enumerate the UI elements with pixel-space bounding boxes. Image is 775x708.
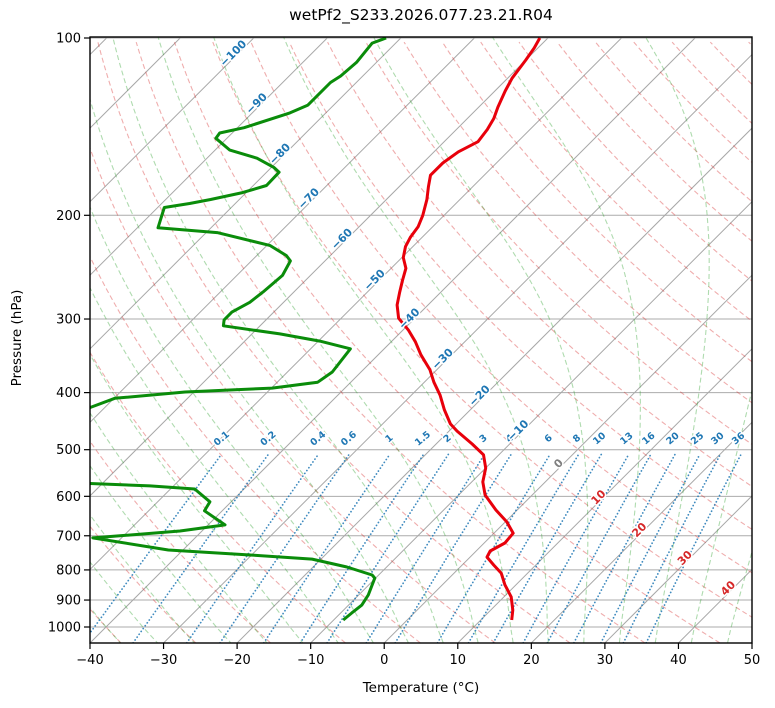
svg-text:−30: −30 [429,346,456,373]
mixing-ratio-labels: 0.1 0.2 0.4 0.6 1 1.5 2 3 4 6 8 10 13 16 20 25 30 36 [210,428,749,450]
svg-text:800: 800 [56,563,81,578]
svg-text:3: 3 [478,433,490,446]
dewpoint-curve [90,37,387,622]
svg-text:−30: −30 [150,653,177,668]
svg-text:10: 10 [591,430,608,447]
temperature-curve [395,37,542,621]
svg-text:20: 20 [523,653,540,668]
svg-text:30: 30 [709,430,726,447]
svg-text:300: 300 [56,313,81,328]
svg-text:−90: −90 [243,90,270,117]
svg-text:−20: −20 [466,382,493,409]
svg-text:−50: −50 [361,267,388,294]
svg-text:200: 200 [56,209,81,224]
svg-text:30: 30 [597,653,614,668]
svg-text:20: 20 [664,430,681,447]
svg-text:40: 40 [718,578,738,598]
y-axis-label: Pressure (hPa) [9,289,25,387]
svg-text:−60: −60 [329,226,356,253]
svg-text:900: 900 [56,594,81,609]
svg-text:40: 40 [670,653,687,668]
svg-text:700: 700 [56,529,81,544]
svg-text:2: 2 [442,433,454,446]
svg-text:6: 6 [543,432,555,445]
svg-text:−10: −10 [297,653,324,668]
svg-text:−40: −40 [76,653,103,668]
dry-adiabats [90,41,752,643]
svg-text:400: 400 [56,386,81,401]
svg-text:10: 10 [589,487,609,507]
svg-text:−10: −10 [505,417,532,444]
svg-text:500: 500 [56,443,81,458]
svg-text:36: 36 [730,430,747,447]
chart-title: wetPf2_S233.2026.077.23.21.R04 [289,6,553,24]
plot-border [89,36,753,644]
y-axis-ticks: 100 200 300 400 500 600 700 800 900 1000 [48,32,90,636]
x-axis-ticks: −40 −30 −20 −10 0 10 20 30 40 50 [76,643,760,668]
svg-text:600: 600 [56,490,81,505]
svg-text:10: 10 [450,653,467,668]
pressure-gridlines [90,37,752,628]
svg-text:−80: −80 [267,140,294,167]
svg-text:50: 50 [744,653,761,668]
svg-text:16: 16 [640,430,657,447]
svg-text:1.5: 1.5 [413,429,433,448]
svg-text:0.6: 0.6 [339,429,359,448]
svg-text:1000: 1000 [48,621,81,636]
svg-text:0: 0 [380,653,388,668]
isotherms [90,37,752,643]
svg-text:0.4: 0.4 [308,429,328,448]
svg-text:30: 30 [675,548,695,568]
svg-text:−20: −20 [223,653,250,668]
svg-text:100: 100 [56,32,81,47]
svg-text:0.1: 0.1 [212,429,232,448]
svg-text:−100: −100 [217,37,249,69]
svg-text:−70: −70 [295,185,322,212]
x-axis-label: Temperature (°C) [362,680,480,696]
